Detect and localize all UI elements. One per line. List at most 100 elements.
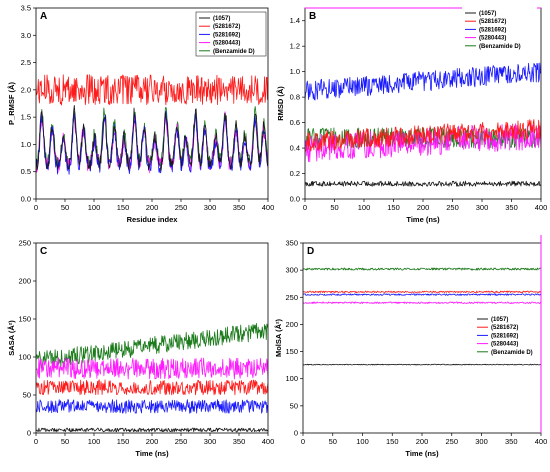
y-tick-label: 2.5 — [21, 58, 31, 67]
x-tick-label: 250 — [175, 203, 188, 212]
legend-label: (Benzamide D) — [491, 350, 533, 356]
panel-a: 0 50 100 150 200 250 300 350 400 0.0 0.5 1.0 1.5 2.0 2… — [7, 4, 274, 225]
y-tick-label: 50 — [290, 401, 298, 410]
y-tick-label: 0.4 — [290, 144, 300, 153]
x-tick-label: 50 — [330, 203, 338, 212]
x-tick-label: 200 — [146, 437, 159, 446]
x-tick-label: 400 — [535, 203, 548, 212]
x-tick-label: 200 — [146, 203, 159, 212]
x-tick-label: 250 — [175, 437, 188, 446]
legend-label: (5281692) — [491, 333, 518, 339]
series-line-3 — [303, 293, 541, 296]
series-line-5 — [36, 323, 268, 369]
x-tick-label: 50 — [61, 437, 69, 446]
y-tick-label: 100 — [285, 374, 298, 383]
y-tick-label: 1.0 — [290, 67, 300, 76]
panel-letter: C — [40, 246, 47, 257]
x-tick-label: 300 — [204, 203, 217, 212]
y-tick-label: 1.2 — [290, 42, 300, 51]
x-tick-label: 100 — [88, 437, 101, 446]
x-axis-title: Residue index — [127, 215, 179, 224]
legend-label: (5281672) — [491, 325, 518, 331]
x-axis-title: Time (ns) — [135, 449, 169, 458]
legend-label: (5280443) — [213, 41, 240, 47]
x-axis-title: Time (ns) — [406, 215, 440, 224]
y-tick-label: 0 — [294, 429, 298, 438]
x-tick-label: 250 — [445, 437, 458, 446]
x-tick-label: 150 — [387, 203, 400, 212]
y-axis-title: RMSD (Å) — [276, 86, 285, 121]
x-tick-label: 150 — [117, 437, 130, 446]
x-tick-label: 0 — [303, 203, 307, 212]
series-line-1 — [303, 363, 541, 366]
y-tick-label: 0.5 — [21, 167, 31, 176]
panel-letter: D — [307, 246, 314, 257]
y-tick-label: 3.0 — [21, 31, 31, 40]
series-line-2 — [36, 74, 268, 106]
y-tick-label: 50 — [23, 391, 31, 400]
x-tick-label: 300 — [475, 437, 488, 446]
x-tick-label: 100 — [358, 203, 371, 212]
series-line-1 — [36, 105, 268, 172]
y-tick-label: 1.0 — [21, 140, 31, 149]
panel-d: 0 50 100 150 200 250 300 350 400 0 50 100 150 200 250 3… — [274, 235, 547, 458]
y-tick-label: 150 — [285, 347, 298, 356]
x-tick-label: 350 — [505, 437, 518, 446]
panel-c: 0 50 100 150 200 250 300 350 400 0 50 100 150 200 250 T… — [7, 239, 274, 459]
y-axis-title: SASA (Å²) — [7, 320, 16, 356]
panel-letter: A — [40, 11, 47, 22]
y-tick-label: 100 — [18, 353, 31, 362]
y-axis-title: P_RMSF (Å) — [7, 82, 16, 125]
x-tick-label: 400 — [262, 203, 275, 212]
legend-label: (5281672) — [213, 24, 240, 30]
x-tick-label: 300 — [476, 203, 489, 212]
series-line-4 — [303, 301, 541, 304]
legend: (1057) (5281672) (5281692) (5280443) (Benzam… — [474, 313, 539, 357]
x-tick-label: 100 — [88, 203, 101, 212]
y-tick-label: 150 — [18, 315, 31, 324]
x-tick-label: 200 — [417, 203, 430, 212]
legend-label: (1057) — [491, 317, 508, 323]
x-tick-label: 100 — [356, 437, 369, 446]
series-line-5 — [303, 267, 541, 271]
x-tick-label: 300 — [204, 437, 217, 446]
x-tick-label: 0 — [34, 437, 38, 446]
y-tick-label: 0.0 — [21, 195, 31, 204]
x-tick-label: 350 — [505, 203, 518, 212]
legend-label: (5281692) — [479, 27, 506, 33]
y-tick-label: 0.2 — [290, 169, 300, 178]
y-tick-label: 3.5 — [21, 4, 31, 13]
x-tick-label: 250 — [446, 203, 459, 212]
y-tick-label: 200 — [285, 320, 298, 329]
series-line-3 — [305, 62, 541, 101]
series-line-3 — [36, 399, 268, 414]
series-line-2 — [305, 119, 541, 152]
legend: (1057) (5281672) (5281692) (5280443) (Benzam… — [195, 11, 267, 57]
x-tick-label: 400 — [262, 437, 275, 446]
x-tick-label: 150 — [386, 437, 399, 446]
legend-label: (Benzamide D) — [213, 49, 255, 55]
y-tick-label: 0.6 — [290, 118, 300, 127]
y-tick-label: 0 — [27, 429, 31, 438]
series-line-2 — [303, 290, 541, 294]
y-tick-label: 1.5 — [21, 113, 31, 122]
x-tick-label: 150 — [117, 203, 130, 212]
x-tick-label: 400 — [535, 437, 548, 446]
series-line-4 — [36, 357, 268, 380]
legend-label: (1057) — [213, 16, 230, 22]
legend-label: (5281692) — [213, 32, 240, 38]
y-tick-label: 350 — [285, 239, 298, 248]
y-tick-label: 0.8 — [290, 93, 300, 102]
x-tick-label: 0 — [301, 437, 305, 446]
x-tick-label: 50 — [61, 203, 69, 212]
y-tick-label: 0.0 — [290, 195, 300, 204]
x-axis-title: Time (ns) — [405, 449, 439, 458]
panel-b: 0 50 100 150 200 250 300 350 400 0.0 0.2 0.4 0.6 0.8 1… — [276, 7, 547, 224]
y-tick-label: 1.4 — [290, 16, 300, 25]
x-tick-label: 350 — [233, 203, 246, 212]
y-tick-label: 250 — [285, 293, 298, 302]
series-line-2 — [36, 379, 268, 396]
y-tick-label: 2.0 — [21, 85, 31, 94]
legend-label: (5280443) — [491, 342, 518, 348]
